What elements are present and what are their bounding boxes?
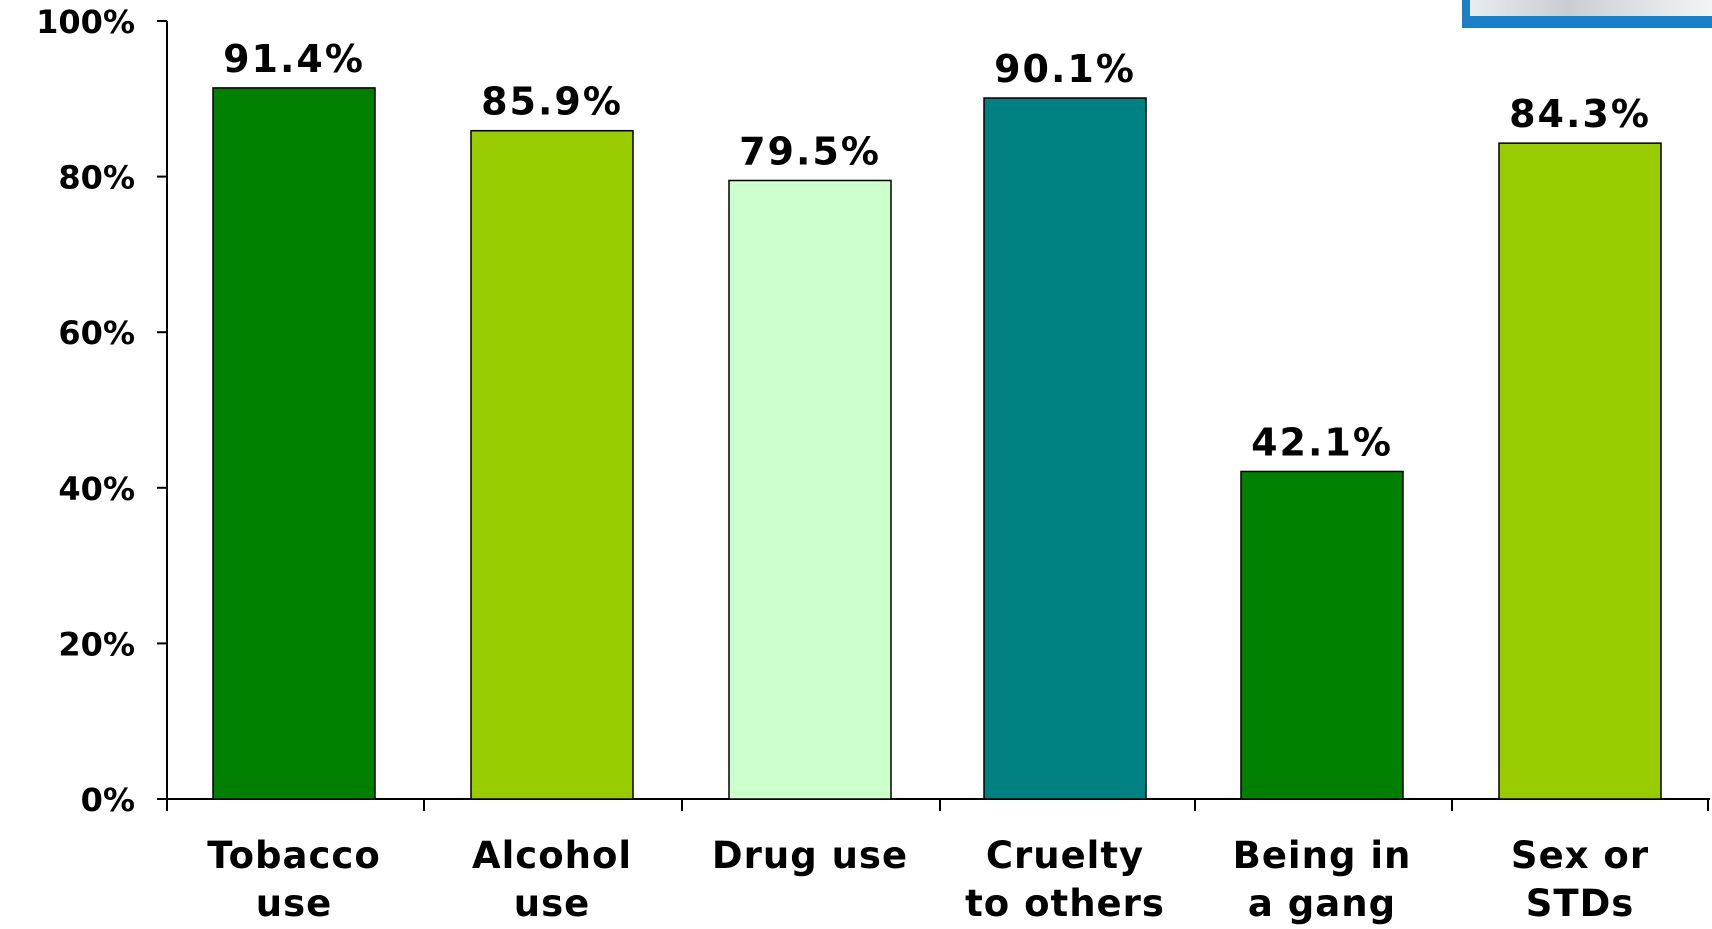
y-tick-label: 0%	[81, 781, 135, 819]
y-tick-label: 100%	[36, 3, 135, 41]
x-tick-label: Being in	[1233, 834, 1412, 877]
data-label: 90.1%	[994, 47, 1136, 91]
bar	[983, 97, 1147, 800]
x-tick-label: Sex or	[1511, 834, 1649, 877]
category-labels: Tobacco use Alcohol use Drug use Cruelty to ot…	[207, 834, 1649, 925]
x-axis	[166, 798, 1710, 811]
photo-corner-image	[1462, 0, 1712, 28]
data-label: 79.5%	[739, 129, 881, 173]
data-label: 91.4%	[223, 37, 365, 81]
data-labels: 91.4% 85.9% 79.5% 90.1% 42.1% 84.3%	[223, 37, 1651, 465]
x-tick-label: STDs	[1526, 882, 1635, 925]
x-tick-label: use	[256, 882, 332, 925]
data-label: 84.3%	[1509, 92, 1651, 136]
bars	[212, 87, 1662, 800]
x-tick-label: to others	[965, 882, 1165, 925]
x-tick-label: a gang	[1248, 882, 1396, 925]
bar	[470, 129, 634, 800]
y-tick-label: 20%	[58, 625, 135, 663]
bar	[1240, 470, 1404, 800]
y-tick-label: 40%	[58, 470, 135, 508]
x-tick-label: Alcohol	[472, 834, 632, 877]
x-tick-label: Tobacco	[207, 834, 380, 877]
bar	[1498, 142, 1662, 800]
bar	[728, 179, 892, 800]
data-label: 42.1%	[1251, 420, 1393, 464]
x-tick-label: use	[514, 882, 590, 925]
y-tick-label: 80%	[58, 159, 135, 197]
y-tick-label: 60%	[58, 314, 135, 352]
x-tick-label: Cruelty	[986, 834, 1144, 877]
data-label: 85.9%	[481, 80, 623, 124]
x-tick-label: Drug use	[712, 834, 908, 877]
y-axis: 0% 20% 40% 60% 80% 100%	[36, 3, 168, 819]
bar	[212, 87, 376, 800]
